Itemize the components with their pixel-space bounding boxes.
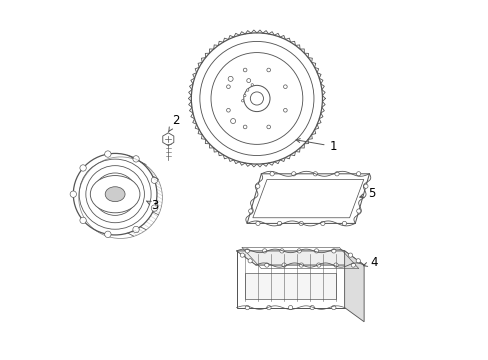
Circle shape <box>334 172 339 176</box>
Circle shape <box>316 263 320 267</box>
Circle shape <box>240 253 244 257</box>
Circle shape <box>333 263 338 267</box>
Circle shape <box>246 89 248 91</box>
Circle shape <box>283 108 286 112</box>
Circle shape <box>355 259 360 263</box>
Polygon shape <box>245 273 335 299</box>
Circle shape <box>250 84 253 86</box>
Circle shape <box>266 125 270 129</box>
Circle shape <box>269 172 274 176</box>
Circle shape <box>299 263 303 267</box>
Polygon shape <box>236 251 364 265</box>
Circle shape <box>347 253 352 257</box>
Circle shape <box>363 184 367 188</box>
Circle shape <box>241 100 244 102</box>
Circle shape <box>133 226 139 233</box>
Text: 5: 5 <box>359 186 374 199</box>
Circle shape <box>264 263 268 267</box>
Circle shape <box>266 68 270 72</box>
Ellipse shape <box>73 153 157 235</box>
Text: 1: 1 <box>296 139 336 153</box>
Circle shape <box>331 249 335 253</box>
Circle shape <box>228 76 233 81</box>
Circle shape <box>255 221 260 226</box>
Circle shape <box>250 92 263 105</box>
Polygon shape <box>236 251 344 307</box>
Circle shape <box>243 68 246 72</box>
Circle shape <box>314 249 318 253</box>
Polygon shape <box>344 251 364 322</box>
Circle shape <box>320 221 325 226</box>
Circle shape <box>262 249 266 253</box>
Circle shape <box>291 172 295 176</box>
Circle shape <box>299 221 303 226</box>
Circle shape <box>313 172 317 176</box>
Circle shape <box>191 33 322 164</box>
Circle shape <box>309 306 314 310</box>
Polygon shape <box>246 174 369 224</box>
Circle shape <box>342 221 346 226</box>
Circle shape <box>80 217 86 224</box>
Circle shape <box>226 85 230 89</box>
Circle shape <box>288 306 292 310</box>
Circle shape <box>255 184 260 188</box>
Text: 3: 3 <box>146 199 159 212</box>
Circle shape <box>230 118 235 123</box>
Circle shape <box>277 221 281 226</box>
Circle shape <box>70 191 76 197</box>
Circle shape <box>297 249 301 253</box>
Circle shape <box>80 165 86 171</box>
Circle shape <box>244 306 249 310</box>
Circle shape <box>226 108 230 112</box>
Circle shape <box>247 259 252 263</box>
Circle shape <box>248 209 252 213</box>
Circle shape <box>246 78 250 82</box>
Circle shape <box>151 177 157 184</box>
Circle shape <box>356 172 360 176</box>
Circle shape <box>243 125 246 129</box>
Circle shape <box>243 94 245 97</box>
Circle shape <box>331 306 335 310</box>
Circle shape <box>356 209 360 213</box>
Circle shape <box>151 205 157 211</box>
Polygon shape <box>163 133 173 145</box>
Circle shape <box>282 263 285 267</box>
Circle shape <box>350 263 355 267</box>
Circle shape <box>104 151 111 157</box>
Ellipse shape <box>105 187 125 202</box>
Circle shape <box>104 231 111 238</box>
Text: 2: 2 <box>168 114 179 132</box>
Circle shape <box>279 249 284 253</box>
Circle shape <box>283 85 286 89</box>
Text: 4: 4 <box>363 256 377 269</box>
Ellipse shape <box>90 176 140 213</box>
Circle shape <box>266 306 270 310</box>
Circle shape <box>133 156 139 162</box>
Circle shape <box>244 249 249 253</box>
